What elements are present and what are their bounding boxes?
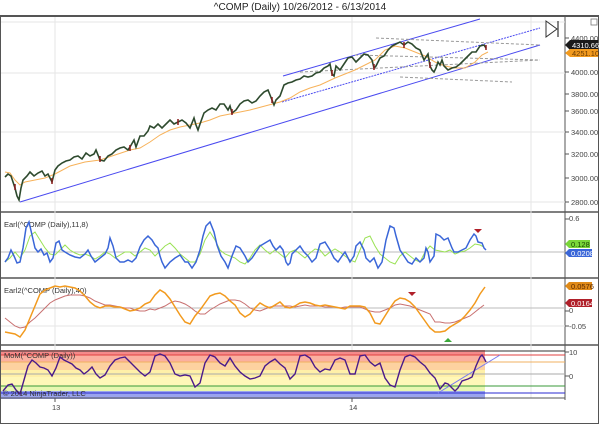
mom-panel: MoM(^COMP (Daily)) 10 0 [1, 348, 577, 399]
panel-menu-icon[interactable] [590, 18, 598, 26]
earl-panel: Earl(^COMP (Daily),11,8) 0.6 0.128 0.020… [1, 214, 594, 270]
svg-text:2800.00: 2800.00 [571, 198, 598, 207]
mom-trendline [437, 354, 501, 394]
panel-borders [1, 17, 598, 400]
price-series [4, 41, 487, 203]
svg-text:0.128: 0.128 [571, 240, 590, 249]
mom-label: MoM(^COMP (Daily)) [4, 351, 76, 360]
earl2-fast-tag: 0.0576 [565, 282, 594, 291]
svg-text:4310.66: 4310.66 [572, 41, 599, 50]
price-panel: 4400.00 4000.00 3800.00 3600.00 3400.00 … [1, 18, 599, 207]
svg-text:4400.00: 4400.00 [571, 34, 598, 43]
earl2-slow-tag: 0.0164 [565, 299, 594, 308]
svg-text:0.0164: 0.0164 [571, 299, 594, 308]
svg-text:13: 13 [52, 403, 60, 412]
scroll-to-end-icon[interactable] [545, 20, 559, 38]
svg-text:0: 0 [569, 306, 573, 315]
svg-text:-0.05: -0.05 [569, 322, 586, 331]
fib-lines [299, 37, 541, 83]
moving-average-line [4, 45, 489, 186]
svg-text:3400.00: 3400.00 [571, 128, 598, 137]
earl-fast-tag: 0.128 [565, 240, 590, 249]
vertical-grid [54, 17, 532, 398]
x-axis: 13 14 [52, 398, 357, 412]
buy-signal-icon [444, 338, 452, 342]
ma-price-tag: 4251.10 [565, 49, 599, 58]
svg-text:3200.00: 3200.00 [571, 150, 598, 159]
svg-text:0.0576: 0.0576 [571, 282, 594, 291]
svg-text:4251.10: 4251.10 [572, 49, 599, 58]
earl2-slow-line [4, 294, 485, 329]
svg-text:4000.00: 4000.00 [571, 68, 598, 77]
earl2-fast-line [4, 285, 486, 338]
price-y-axis: 4400.00 4000.00 3800.00 3600.00 3400.00 … [565, 34, 598, 207]
svg-text:3800.00: 3800.00 [571, 90, 598, 99]
last-price-tag: 4310.66 [565, 40, 599, 50]
chart-title: ^COMP (Daily) 10/26/2012 - 6/13/2014 [213, 2, 387, 13]
svg-text:3600.00: 3600.00 [571, 107, 598, 116]
chart-frame [0, 15, 599, 424]
earl2-panel: Earl2(^COMP (Daily),40) 0 -0.05 0.0576 0… [1, 282, 594, 342]
sell-signal-icon [474, 229, 482, 233]
earl-label: Earl(^COMP (Daily),11,8) [4, 220, 89, 229]
svg-text:0: 0 [569, 372, 573, 381]
earl-fast-line [4, 219, 487, 270]
earl-slow-tag: 0.0208 [565, 249, 594, 258]
mom-line [2, 353, 487, 396]
sell-signal-icon [408, 292, 416, 296]
svg-text:0.0208: 0.0208 [571, 249, 594, 258]
earl-slow-line [4, 231, 485, 265]
copyright-text: © 2014 NinjaTrader, LLC [3, 389, 86, 398]
mom-level-lines [1, 350, 565, 399]
down-bars [14, 42, 487, 190]
svg-text:0.6: 0.6 [569, 214, 579, 223]
regression-channel [19, 18, 541, 203]
svg-text:10: 10 [569, 348, 577, 357]
svg-text:3000.00: 3000.00 [571, 174, 598, 183]
svg-text:14: 14 [349, 403, 357, 412]
